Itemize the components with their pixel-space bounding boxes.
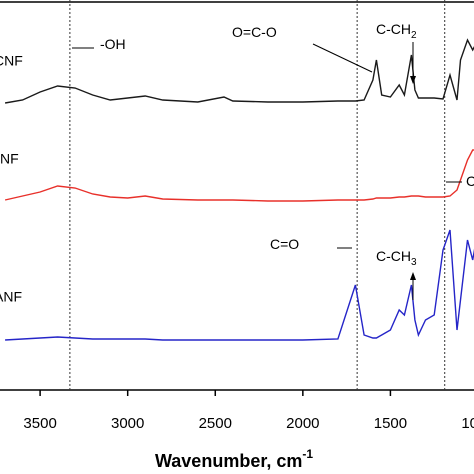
x-label-sup: -1: [302, 447, 313, 461]
spectrum-line: [4, 38, 474, 104]
annotation-text: C-CH: [376, 21, 411, 37]
x-axis-label: Wavenumber, cm-1: [155, 447, 313, 471]
x-tick-label: 1500: [374, 415, 407, 432]
x-tick-label: 1000: [461, 415, 474, 432]
x-tick-label: 3500: [23, 415, 56, 432]
x-tick-label: 3000: [111, 415, 144, 432]
x-axis: 3500 3000 2500 2000 1500 1000: [23, 390, 474, 432]
annotation-sub: 2: [411, 30, 417, 41]
annotation: C-CH2: [376, 21, 417, 41]
annotation-text: C: [466, 173, 474, 189]
plot-area: [4, 0, 474, 390]
annotation-text: C-CH: [376, 248, 411, 264]
annotation-sub: 3: [411, 257, 417, 268]
spectrum-line: [4, 149, 474, 202]
x-tick-label: 2000: [286, 415, 319, 432]
spectrum-line: [5, 229, 474, 341]
series-label: ANF: [0, 289, 22, 305]
annotation-text: O=C-O: [232, 24, 277, 40]
annotation: C-CH3: [376, 248, 417, 268]
annotation-text: -OH: [100, 36, 126, 52]
annotation-arrow: [312, 43, 373, 73]
annotation: O=C-O: [232, 24, 277, 40]
arrow-head: [410, 76, 416, 84]
x-label-text: Wavenumber, cm: [155, 451, 302, 471]
plot-frame: [0, 1, 474, 391]
series-label: NF: [0, 151, 19, 167]
annotation-text: C=O: [270, 236, 299, 252]
annotation: C=O: [270, 236, 299, 252]
annotation: -OH: [100, 36, 126, 52]
annotation: C: [466, 173, 474, 189]
x-tick-label: 2500: [199, 415, 232, 432]
arrow-head: [410, 272, 416, 280]
series-label: CNF: [0, 53, 23, 69]
